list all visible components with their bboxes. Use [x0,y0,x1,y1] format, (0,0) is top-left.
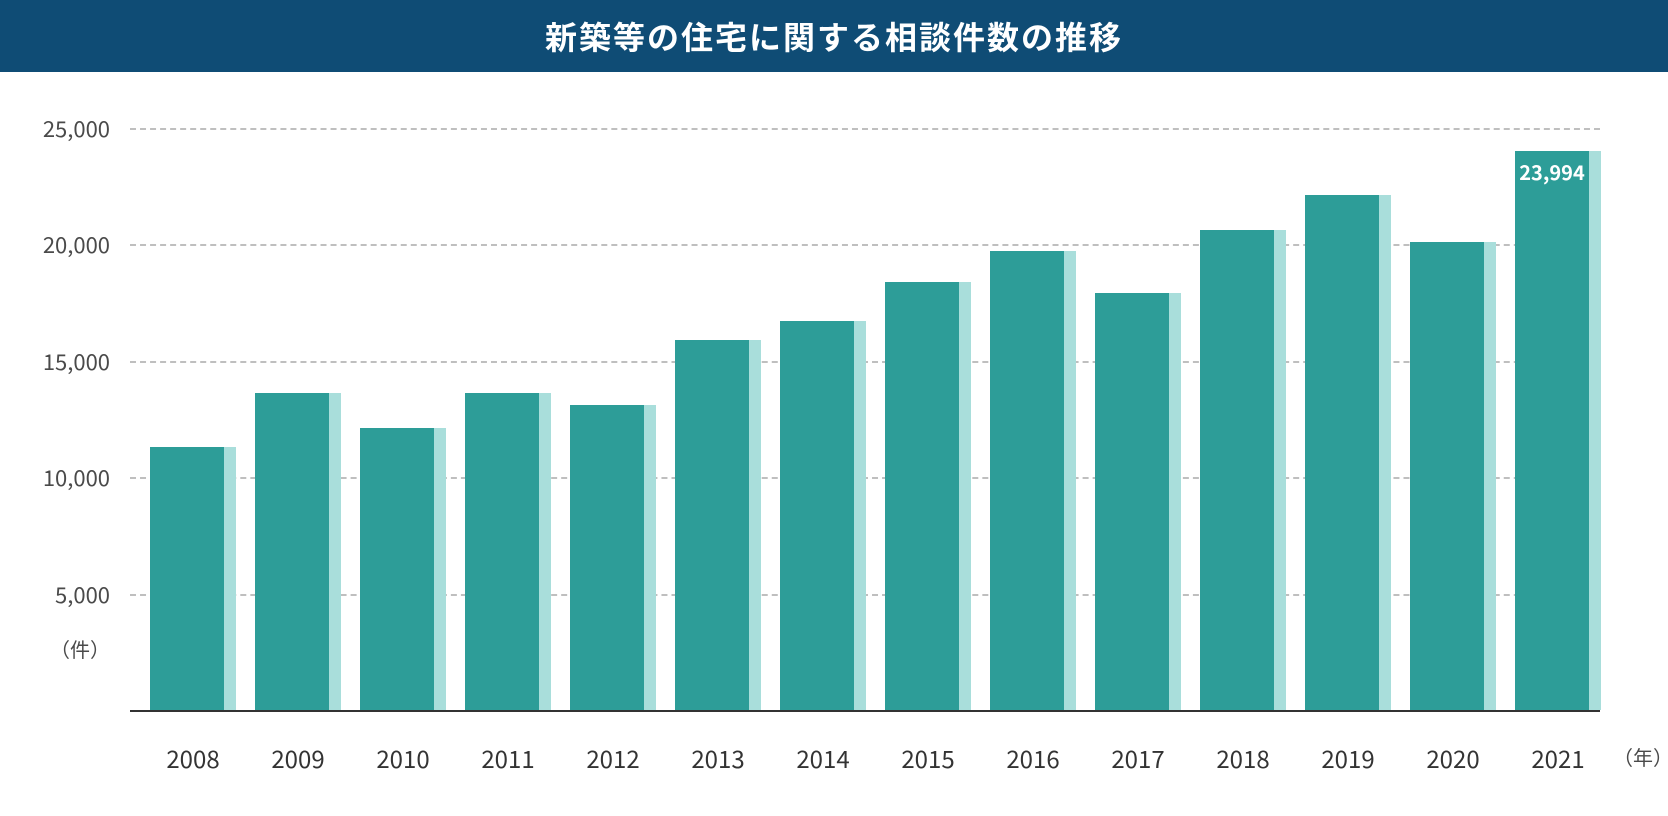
y-tick-label: 25,000 [0,112,110,144]
x-tick-label: 2008 [166,740,219,775]
x-tick-label: 2018 [1216,740,1269,775]
bar [1410,242,1484,710]
y-tick-label: 15,000 [0,345,110,377]
x-tick-label: 2021 [1531,740,1584,775]
bar-shadow [1484,242,1496,710]
x-tick-label: 2020 [1426,740,1479,775]
bar-shadow [1169,293,1181,710]
bar [780,321,854,710]
bar [885,282,959,710]
bar-shadow [959,282,971,710]
bar-shadow [539,393,551,710]
x-tick-label: 2014 [796,740,849,775]
bar [150,447,224,710]
bar-shadow [644,405,656,710]
bar [990,251,1064,710]
bar [1305,195,1379,710]
y-axis-unit-label: （件） [0,634,110,663]
bar-shadow [1274,230,1286,710]
plot-region: 23,994 [130,100,1600,710]
x-tick-label: 2015 [901,740,954,775]
bar [255,393,329,710]
bar-shadow [434,428,446,710]
bar [570,405,644,710]
x-tick-label: 2011 [481,740,534,775]
x-tick-label: 2016 [1006,740,1059,775]
y-tick-label: 5,000 [0,578,110,610]
x-tick-label: 2012 [586,740,639,775]
chart-title-bar: 新築等の住宅に関する相談件数の推移 [0,0,1668,72]
x-axis-baseline [130,710,1600,712]
y-tick-label: 20,000 [0,228,110,260]
chart-area: 23,994 5,000 10,000 15,000 20,000 25,000 （件）… [0,72,1668,816]
y-tick-label: 10,000 [0,461,110,493]
bar-shadow [224,447,236,710]
x-tick-label: 2009 [271,740,324,775]
bar-shadow [749,340,761,710]
bars-layer: 23,994 [130,100,1600,710]
bar-shadow [329,393,341,710]
x-tick-label: 2013 [691,740,744,775]
bar [360,428,434,710]
chart-title-text: 新築等の住宅に関する相談件数の推移 [545,13,1123,59]
bar-shadow [1064,251,1076,710]
x-tick-label: 2017 [1111,740,1164,775]
bar-shadow [854,321,866,710]
bar [1200,230,1274,710]
bar [465,393,539,710]
bar [1095,293,1169,710]
bar: 23,994 [1515,151,1589,710]
bar-shadow [1379,195,1391,710]
x-tick-label: 2010 [376,740,429,775]
bar-value-label: 23,994 [1515,157,1589,186]
x-axis-unit-label: （年） [1613,742,1668,771]
bar [675,340,749,710]
x-tick-label: 2019 [1321,740,1374,775]
bar-shadow [1589,151,1601,710]
